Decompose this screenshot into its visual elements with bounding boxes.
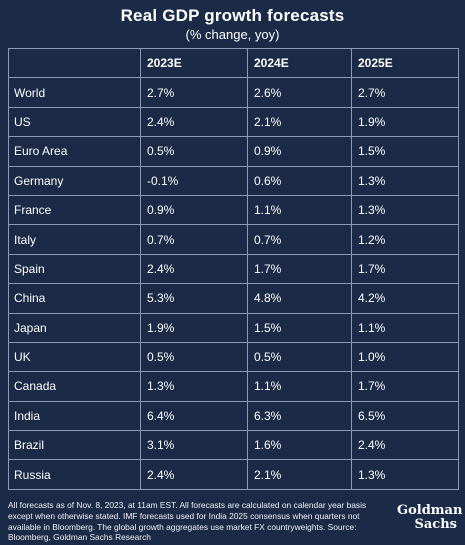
country-cell: UK	[8, 341, 141, 373]
header-cell-2023e: 2023E	[140, 47, 248, 79]
country-cell: India	[8, 400, 141, 432]
header-row: 2023E 2024E 2025E	[8, 47, 459, 79]
value-cell: 4.8%	[247, 283, 352, 314]
value-cell: 0.9%	[140, 194, 248, 226]
header-cell-country	[8, 47, 141, 79]
table-row: Brazil 3.1% 1.6% 2.4%	[8, 430, 459, 461]
value-cell: 2.1%	[247, 106, 352, 138]
table-row: Euro Area 0.5% 0.9% 1.5%	[8, 136, 459, 167]
value-cell: 1.7%	[247, 253, 352, 285]
value-cell: 2.1%	[247, 459, 352, 490]
value-cell: -0.1%	[140, 165, 248, 196]
header-cell-2025e: 2025E	[351, 47, 459, 79]
country-cell: Germany	[8, 165, 141, 196]
value-cell: 1.1%	[351, 312, 459, 343]
logo-line-1: Goldman	[397, 503, 463, 518]
value-cell: 6.5%	[351, 400, 459, 432]
country-cell: Italy	[8, 224, 141, 255]
value-cell: 6.4%	[140, 400, 248, 432]
value-cell: 0.5%	[140, 341, 248, 373]
table-row: Russia 2.4% 2.1% 1.3%	[8, 459, 459, 490]
value-cell: 1.3%	[351, 165, 459, 196]
value-cell: 4.2%	[351, 283, 459, 314]
value-cell: 2.4%	[140, 253, 248, 285]
value-cell: 3.1%	[140, 430, 248, 461]
table-row: India 6.4% 6.3% 6.5%	[8, 400, 459, 432]
header-cell-2024e: 2024E	[247, 47, 352, 79]
goldman-sachs-logo: Goldman Sachs	[397, 503, 463, 532]
value-cell: 1.3%	[351, 459, 459, 490]
value-cell: 0.7%	[140, 224, 248, 255]
chart-subtitle: (% change, yoy)	[185, 27, 280, 42]
table-row: Canada 1.3% 1.1% 1.7%	[8, 371, 459, 402]
country-cell: World	[8, 77, 141, 108]
value-cell: 1.0%	[351, 341, 459, 373]
forecast-table: 2023E 2024E 2025E World 2.7% 2.6% 2.7% US 2.4…	[8, 47, 459, 490]
logo-line-2: Sachs	[414, 517, 458, 532]
value-cell: 1.9%	[351, 106, 459, 138]
table-body: World 2.7% 2.6% 2.7% US 2.4% 2.1% 1.9% Euro Area…	[8, 77, 459, 490]
value-cell: 1.7%	[351, 371, 459, 402]
value-cell: 1.3%	[140, 371, 248, 402]
table-row: Italy 0.7% 0.7% 1.2%	[8, 224, 459, 255]
table-row: US 2.4% 2.1% 1.9%	[8, 106, 459, 138]
value-cell: 2.6%	[247, 77, 352, 108]
value-cell: 0.5%	[140, 136, 248, 167]
value-cell: 0.6%	[247, 165, 352, 196]
table-row: China 5.3% 4.8% 4.2%	[8, 283, 459, 314]
footnote: All forecasts as of Nov. 8, 2023, at 11a…	[8, 500, 367, 543]
value-cell: 2.4%	[140, 459, 248, 490]
country-cell: France	[8, 194, 141, 226]
value-cell: 1.5%	[351, 136, 459, 167]
value-cell: 1.6%	[247, 430, 352, 461]
country-cell: Spain	[8, 253, 141, 285]
country-cell: Brazil	[8, 430, 141, 461]
table-row: UK 0.5% 0.5% 1.0%	[8, 341, 459, 373]
value-cell: 0.7%	[247, 224, 352, 255]
table-row: Germany -0.1% 0.6% 1.3%	[8, 165, 459, 196]
country-cell: Canada	[8, 371, 141, 402]
country-cell: Japan	[8, 312, 141, 343]
value-cell: 1.2%	[351, 224, 459, 255]
value-cell: 2.7%	[351, 77, 459, 108]
table-row: Japan 1.9% 1.5% 1.1%	[8, 312, 459, 343]
value-cell: 1.7%	[351, 253, 459, 285]
value-cell: 1.1%	[247, 371, 352, 402]
value-cell: 6.3%	[247, 400, 352, 432]
table-row: France 0.9% 1.1% 1.3%	[8, 194, 459, 226]
value-cell: 2.7%	[140, 77, 248, 108]
country-cell: China	[8, 283, 141, 314]
value-cell: 1.3%	[351, 194, 459, 226]
value-cell: 0.5%	[247, 341, 352, 373]
country-cell: Euro Area	[8, 136, 141, 167]
chart-title: Real GDP growth forecasts	[120, 6, 345, 25]
country-cell: US	[8, 106, 141, 138]
value-cell: 1.5%	[247, 312, 352, 343]
value-cell: 2.4%	[351, 430, 459, 461]
value-cell: 0.9%	[247, 136, 352, 167]
table-row: Spain 2.4% 1.7% 1.7%	[8, 253, 459, 285]
value-cell: 1.1%	[247, 194, 352, 226]
country-cell: Russia	[8, 459, 141, 490]
value-cell: 1.9%	[140, 312, 248, 343]
value-cell: 5.3%	[140, 283, 248, 314]
value-cell: 2.4%	[140, 106, 248, 138]
table-row: World 2.7% 2.6% 2.7%	[8, 77, 459, 108]
